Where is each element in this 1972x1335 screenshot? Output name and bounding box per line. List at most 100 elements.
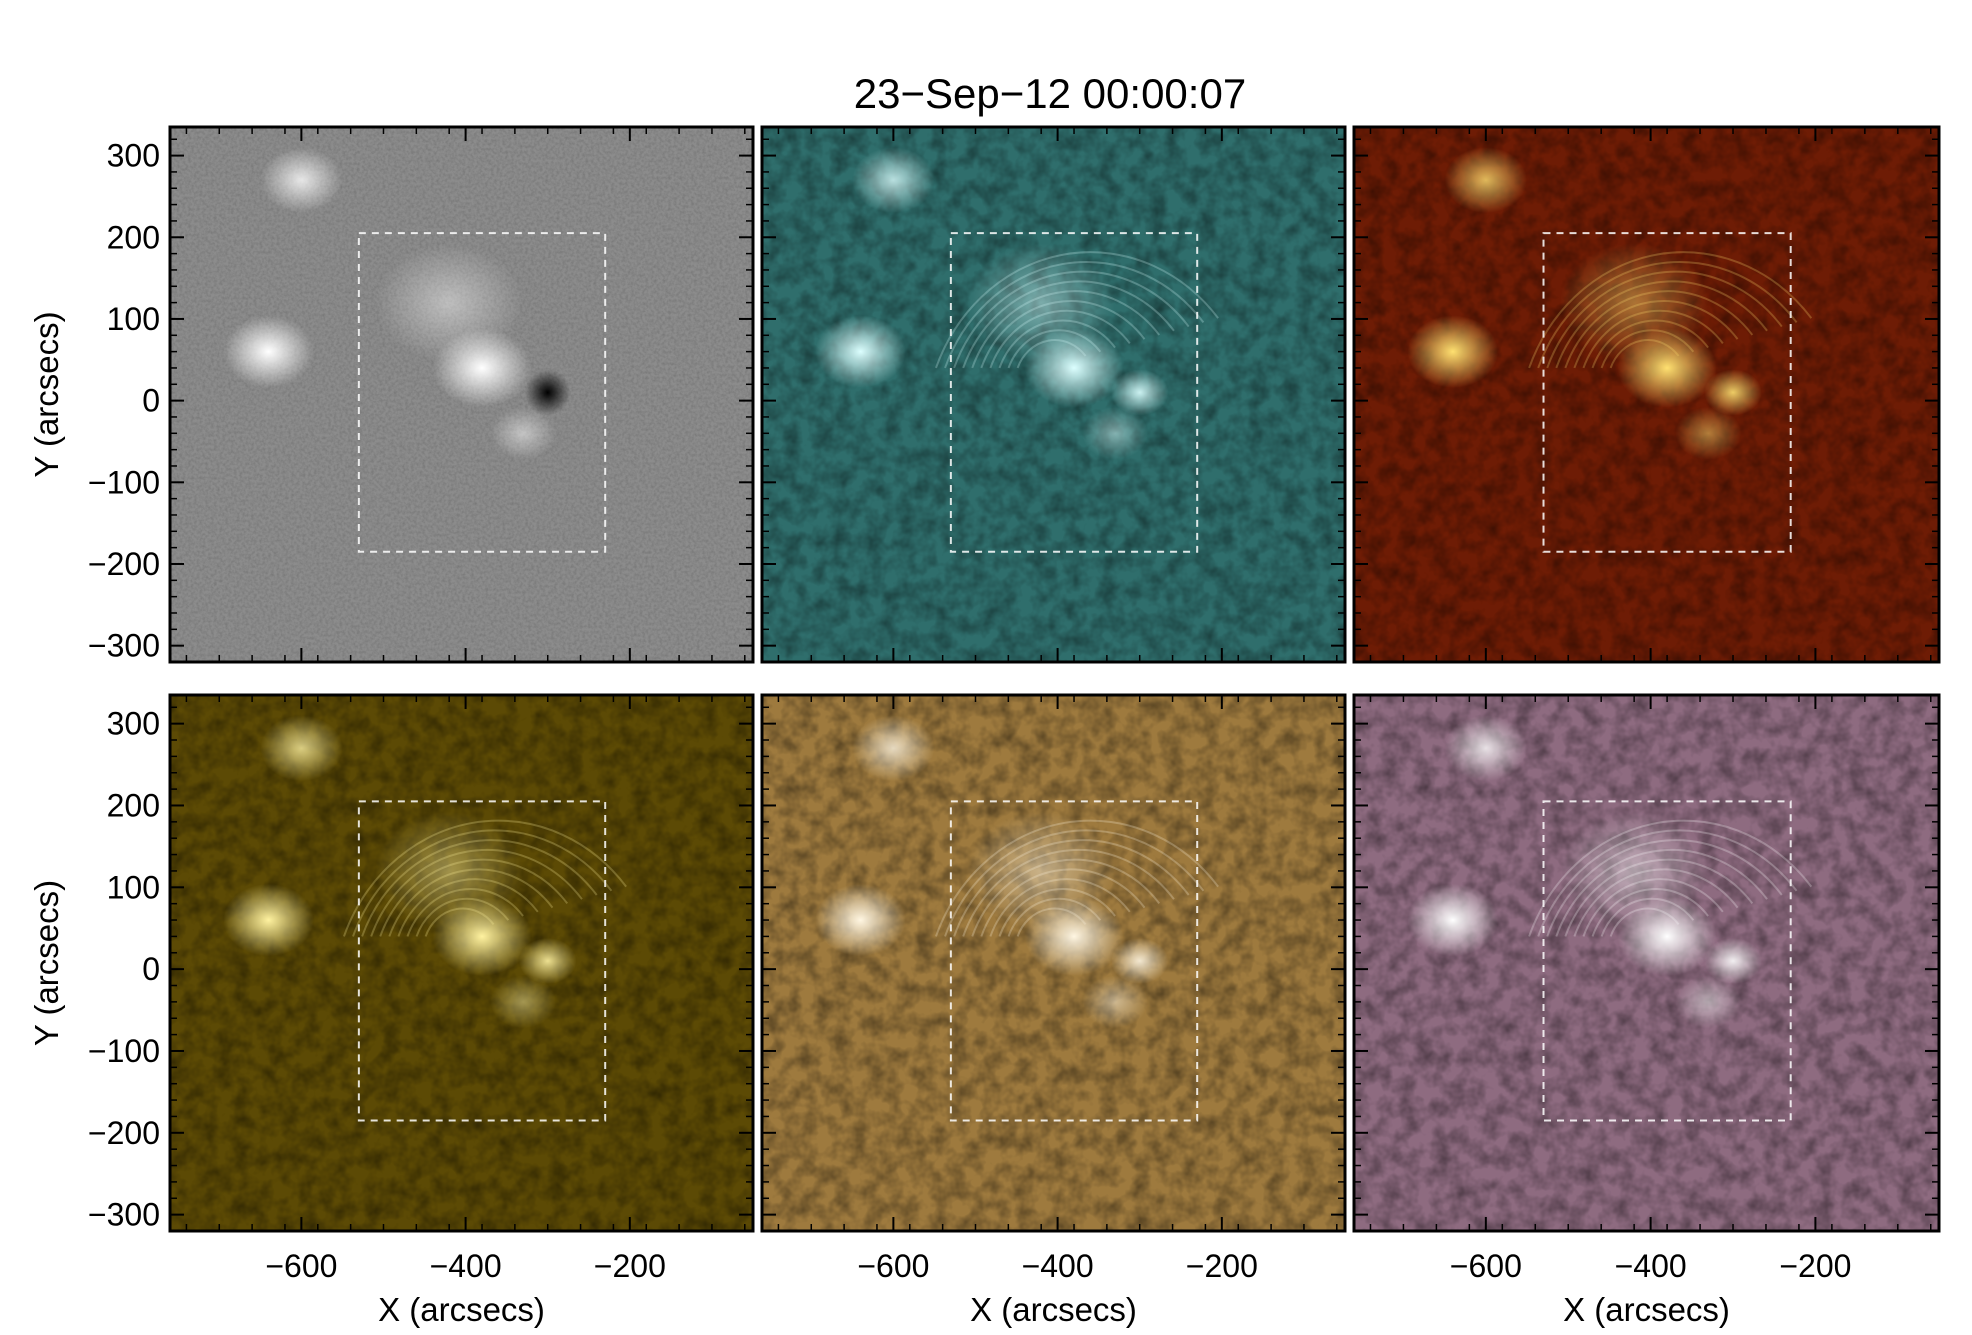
bright-feature (815, 883, 906, 957)
y-tick-label: 100 (107, 869, 160, 905)
coronal-loop (1564, 858, 1754, 937)
coronal-loop (1528, 819, 1813, 937)
bright-feature (1704, 937, 1762, 985)
bright-feature (1675, 406, 1742, 460)
coronal-loop (944, 829, 1205, 937)
bright-feature (852, 147, 935, 213)
panel-aia-yellow: 300 200 100 0 −100 −200 −300 −600 −400 −200 Y (arc… (28, 693, 755, 1328)
coronal-loop (1600, 897, 1695, 937)
coronal-loop (989, 878, 1131, 937)
coronal-loop (415, 897, 510, 937)
bright-feature (375, 811, 524, 931)
bright-feature (223, 315, 314, 388)
bright-feature (1407, 315, 1499, 388)
y-tick-label: 200 (107, 219, 160, 255)
coronal-loop (944, 260, 1205, 369)
coronal-loop (1609, 339, 1680, 369)
y-tick-label: −200 (88, 1115, 160, 1151)
y-tick-label: 300 (107, 138, 160, 174)
panel-hmi-magnetogram: 300 200 100 0 −100 −200 −300 Y (arcsecs) (28, 125, 755, 664)
bright-feature (1559, 243, 1709, 362)
x-tick-label: −200 (1779, 1248, 1851, 1284)
coronal-loop (1546, 839, 1783, 937)
roi-dashed-box (1542, 232, 1792, 553)
x-tick-label: −400 (1022, 1248, 1094, 1284)
coronal-loop (1591, 319, 1709, 369)
y-tick-label: 200 (107, 787, 160, 823)
panel-frame (168, 125, 755, 664)
coronal-loop (1591, 888, 1709, 937)
panel-aia-teal (760, 125, 1347, 664)
coronal-loop (962, 280, 1175, 369)
coronal-loop (935, 251, 1219, 369)
y-axis-label: Y (arcsecs) (28, 311, 65, 477)
coronal-loop (1007, 329, 1102, 369)
bright-feature (1559, 811, 1709, 931)
x-axis-label: X (arcsecs) (970, 1291, 1137, 1328)
y-tick-label: −100 (88, 464, 160, 500)
roi-dashed-box (949, 800, 1199, 1122)
bright-feature (490, 975, 556, 1029)
bright-feature (852, 715, 935, 782)
coronal-loop (1555, 848, 1768, 937)
coronal-loop (1582, 309, 1724, 369)
coronal-loop (935, 819, 1219, 937)
y-axis-label: Y (arcsecs) (28, 880, 65, 1046)
coronal-loop (1537, 260, 1798, 369)
coronal-loop (998, 888, 1116, 937)
coronal-loop (953, 270, 1190, 369)
bright-feature (967, 243, 1116, 362)
bright-feature (1407, 883, 1499, 957)
y-tick-label: 100 (107, 301, 160, 337)
coronal-loop (352, 829, 613, 937)
roi-dashed-box (949, 232, 1199, 553)
coronal-loop (1609, 907, 1680, 937)
bright-feature (1675, 975, 1742, 1029)
bright-feature (1444, 715, 1528, 782)
coronal-loop (424, 907, 495, 937)
panel-aia-purple: −600 −400 −200 X (arcsecs) (1352, 693, 1941, 1328)
x-tick-label: −600 (265, 1248, 337, 1284)
coronal-loop (1537, 829, 1798, 937)
coronal-loop (1564, 290, 1754, 369)
bright-feature (1110, 369, 1169, 416)
coronal-loop (962, 848, 1175, 937)
x-tick-label: −600 (857, 1248, 929, 1284)
coronal-loop (980, 300, 1146, 369)
y-tick-label: −300 (88, 1197, 160, 1233)
coronal-loop (1016, 339, 1087, 369)
coronal-loop (370, 848, 583, 937)
coronal-loop (379, 858, 569, 937)
y-tick-label: −200 (88, 546, 160, 582)
bright-feature (1082, 975, 1148, 1029)
coronal-loop (1573, 868, 1739, 937)
bright-feature (1082, 407, 1148, 460)
coronal-loop (406, 888, 524, 937)
panel-aia-brown: −600 −400 −200 X (arcsecs) (760, 693, 1347, 1328)
bright-feature (1110, 937, 1169, 984)
coronal-loop (1528, 251, 1813, 369)
x-axis-label: X (arcsecs) (378, 1291, 545, 1328)
y-tick-label: −100 (88, 1033, 160, 1069)
coronal-loop (1573, 300, 1739, 369)
panel-frame (1352, 693, 1941, 1233)
roi-dashed-box (1542, 800, 1792, 1122)
x-tick-label: −600 (1450, 1248, 1522, 1284)
y-tick-label: 300 (107, 706, 160, 742)
coronal-loop (1600, 329, 1695, 369)
coronal-loop (1546, 270, 1783, 369)
x-tick-label: −400 (430, 1248, 502, 1284)
coronal-loop (953, 839, 1190, 937)
coronal-loop (971, 290, 1161, 369)
roi-dashed-box (357, 800, 607, 1122)
panel-frame (760, 693, 1347, 1233)
dark-feature (524, 369, 571, 416)
bright-feature (490, 407, 556, 460)
coronal-loop (1016, 907, 1087, 937)
roi-dashed-box (357, 232, 607, 553)
y-tick-label: −300 (88, 628, 160, 664)
bright-feature (1444, 147, 1528, 214)
coronal-loop (980, 868, 1146, 937)
bright-feature (260, 147, 343, 213)
